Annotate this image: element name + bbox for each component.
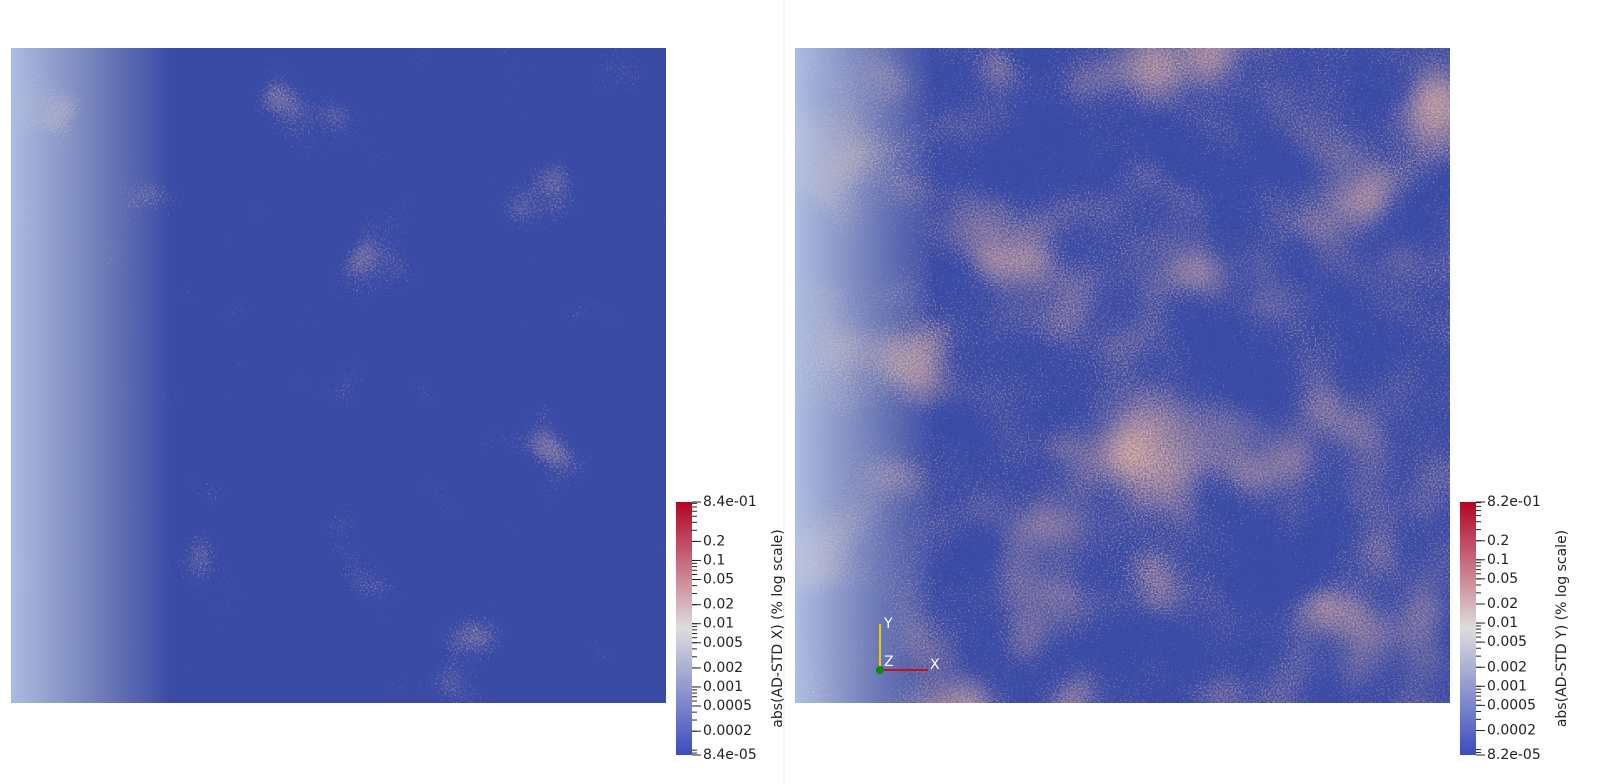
colorbar-tick-label: 0.02 bbox=[1487, 596, 1518, 612]
render-view-2: X Y Z bbox=[795, 48, 1450, 703]
colorbar-tick-label: 0.01 bbox=[1487, 615, 1518, 631]
colorbar-tick-label: 0.2 bbox=[1487, 533, 1509, 549]
colorbar-tick-label: 0.005 bbox=[703, 635, 743, 651]
colorbar-tick-label: 0.005 bbox=[1487, 634, 1527, 650]
field-glow bbox=[795, 48, 935, 703]
render-view-1 bbox=[11, 48, 666, 703]
axis-z-label: Z bbox=[884, 654, 894, 670]
colorbar-tick-label: 0.02 bbox=[703, 597, 734, 613]
axis-x-label: X bbox=[930, 657, 940, 673]
colorbar-tick-label: 0.01 bbox=[703, 616, 734, 632]
colorbar-tick-label: 0.2 bbox=[703, 533, 725, 549]
colorbar-tick-label: 0.1 bbox=[1487, 552, 1509, 568]
colorbar-title: abs(AD-STD Y) (% log scale) bbox=[1554, 530, 1570, 727]
axes-triad: X Y Z bbox=[876, 616, 940, 674]
colorbar bbox=[1460, 502, 1476, 755]
colorbar-tick-label: 8.2e-05 bbox=[1487, 747, 1541, 763]
colorbar-tick-label: 0.1 bbox=[703, 552, 725, 568]
colorbar bbox=[676, 502, 692, 755]
colorbar-tick-label: 0.0005 bbox=[703, 698, 752, 714]
axis-z bbox=[876, 666, 884, 674]
colorbar-tick-label: 0.0005 bbox=[1487, 697, 1536, 713]
axis-y-label: Y bbox=[883, 616, 893, 632]
colorbar-tick-label: 0.05 bbox=[1487, 571, 1518, 587]
colorbar-tick-label: 0.05 bbox=[703, 572, 734, 588]
colorbar-tick-label: 0.0002 bbox=[1487, 723, 1536, 739]
colorbar-tick-label: 8.4e-01 bbox=[703, 494, 757, 510]
colorbar-tick-label: 0.0002 bbox=[703, 723, 752, 739]
colorbar-tick-label: 0.002 bbox=[703, 660, 743, 676]
colorbar-title: abs(AD-STD X) (% log scale) bbox=[770, 529, 786, 727]
colorbar-tick-label: 0.001 bbox=[1487, 678, 1527, 694]
colorbar-tick-label: 0.001 bbox=[703, 679, 743, 695]
colorbar-tick-label: 0.002 bbox=[1487, 659, 1527, 675]
colorbar-tick-label: 8.4e-05 bbox=[703, 747, 757, 763]
colorbar-tick-label: 8.2e-01 bbox=[1487, 494, 1541, 510]
field-glow bbox=[11, 48, 171, 703]
